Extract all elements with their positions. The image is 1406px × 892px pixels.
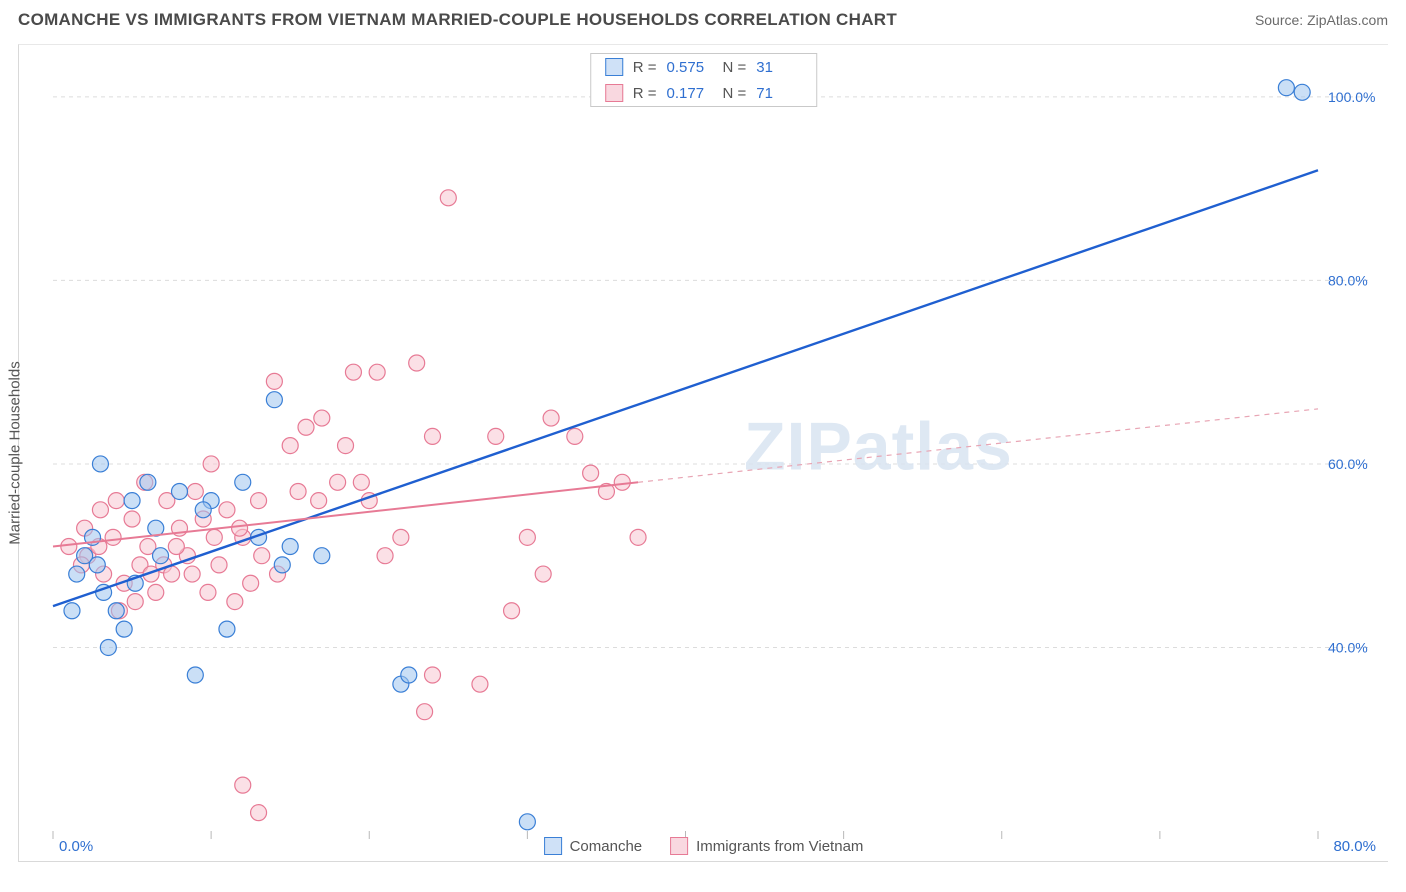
n-value: 31 [756, 59, 802, 76]
y-axis-label: Married-couple Households [7, 361, 24, 544]
series-legend: Comanche Immigrants from Vietnam [544, 837, 864, 855]
r-label: R = [633, 59, 657, 76]
legend-row-pink: R = 0.177 N = 71 [591, 80, 817, 106]
swatch-pink-icon [670, 837, 688, 855]
scatter-plot-svg: 40.0% 60.0% 80.0% 100.0% ZIPatlas [47, 45, 1388, 861]
n-label: N = [723, 59, 747, 76]
legend-item-blue: Comanche [544, 837, 643, 855]
x-axis-max-label: 80.0% [1333, 838, 1376, 855]
n-value: 71 [756, 85, 802, 102]
svg-text:ZIPatlas: ZIPatlas [744, 408, 1013, 484]
svg-text:40.0%: 40.0% [1328, 639, 1368, 655]
x-axis-min-label: 0.0% [59, 838, 93, 855]
svg-text:100.0%: 100.0% [1328, 89, 1375, 105]
swatch-pink-icon [605, 84, 623, 102]
r-label: R = [633, 85, 657, 102]
swatch-blue-icon [544, 837, 562, 855]
r-value: 0.177 [667, 85, 713, 102]
chart-area: Married-couple Households 40.0%60.0%80.0… [18, 44, 1388, 862]
source-label: Source: ZipAtlas.com [1255, 12, 1388, 28]
chart-title: COMANCHE VS IMMIGRANTS FROM VIETNAM MARR… [18, 10, 897, 30]
svg-text:60.0%: 60.0% [1328, 456, 1368, 472]
swatch-blue-icon [605, 58, 623, 76]
legend-label: Immigrants from Vietnam [696, 838, 863, 855]
correlation-legend: R = 0.575 N = 31 R = 0.177 N = 71 [590, 53, 818, 107]
svg-text:80.0%: 80.0% [1328, 272, 1368, 288]
r-value: 0.575 [667, 59, 713, 76]
legend-label: Comanche [570, 838, 643, 855]
legend-item-pink: Immigrants from Vietnam [670, 837, 863, 855]
legend-row-blue: R = 0.575 N = 31 [591, 54, 817, 80]
n-label: N = [723, 85, 747, 102]
